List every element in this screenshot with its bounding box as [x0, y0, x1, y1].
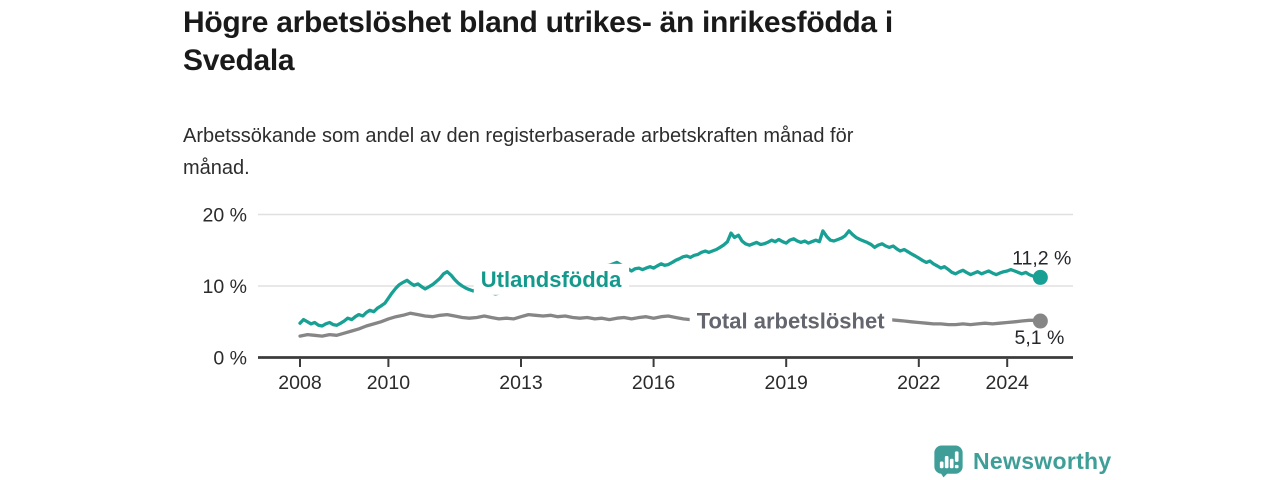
series-line-utlandsfodda: [298, 229, 1042, 328]
value-label-total: 5,1 %: [1014, 327, 1064, 349]
endpoint-dot-utlandsfodda: [1032, 269, 1048, 285]
series-line-total: [298, 311, 1042, 338]
x-tick-label: 2019: [765, 372, 808, 394]
newsworthy-logo-icon: [934, 445, 963, 478]
x-tick-label: 2013: [499, 372, 542, 394]
y-tick-label: 0 %: [213, 348, 247, 370]
endpoint-dot-total: [1032, 313, 1048, 329]
series-label-utlandsfodda: Utlandsfödda: [481, 267, 622, 292]
x-tick-label: 2016: [632, 372, 675, 394]
x-tick-label: 2022: [897, 372, 940, 394]
value-label-utlandsfodda: 11,2 %: [1012, 247, 1071, 269]
x-tick-label: 2008: [278, 372, 321, 394]
chart-subtitle: Arbetssökande som andel av den registerb…: [183, 125, 854, 179]
x-tick-label: 2024: [986, 372, 1030, 394]
series-label-total: Total arbetslöshet: [697, 309, 886, 334]
chart-title: Högre arbetslöshet bland utrikes- än inr…: [183, 6, 893, 77]
y-tick-label: 20 %: [203, 205, 247, 227]
series-label-mask-total: [689, 305, 893, 337]
x-tick-label: 2010: [367, 372, 411, 394]
newsworthy-logo-text: Newsworthy: [973, 447, 1112, 474]
y-tick-label: 10 %: [203, 276, 247, 298]
series-label-mask-utlandsfodda: [473, 263, 630, 295]
newsworthy-logo: Newsworthy: [933, 444, 1111, 478]
